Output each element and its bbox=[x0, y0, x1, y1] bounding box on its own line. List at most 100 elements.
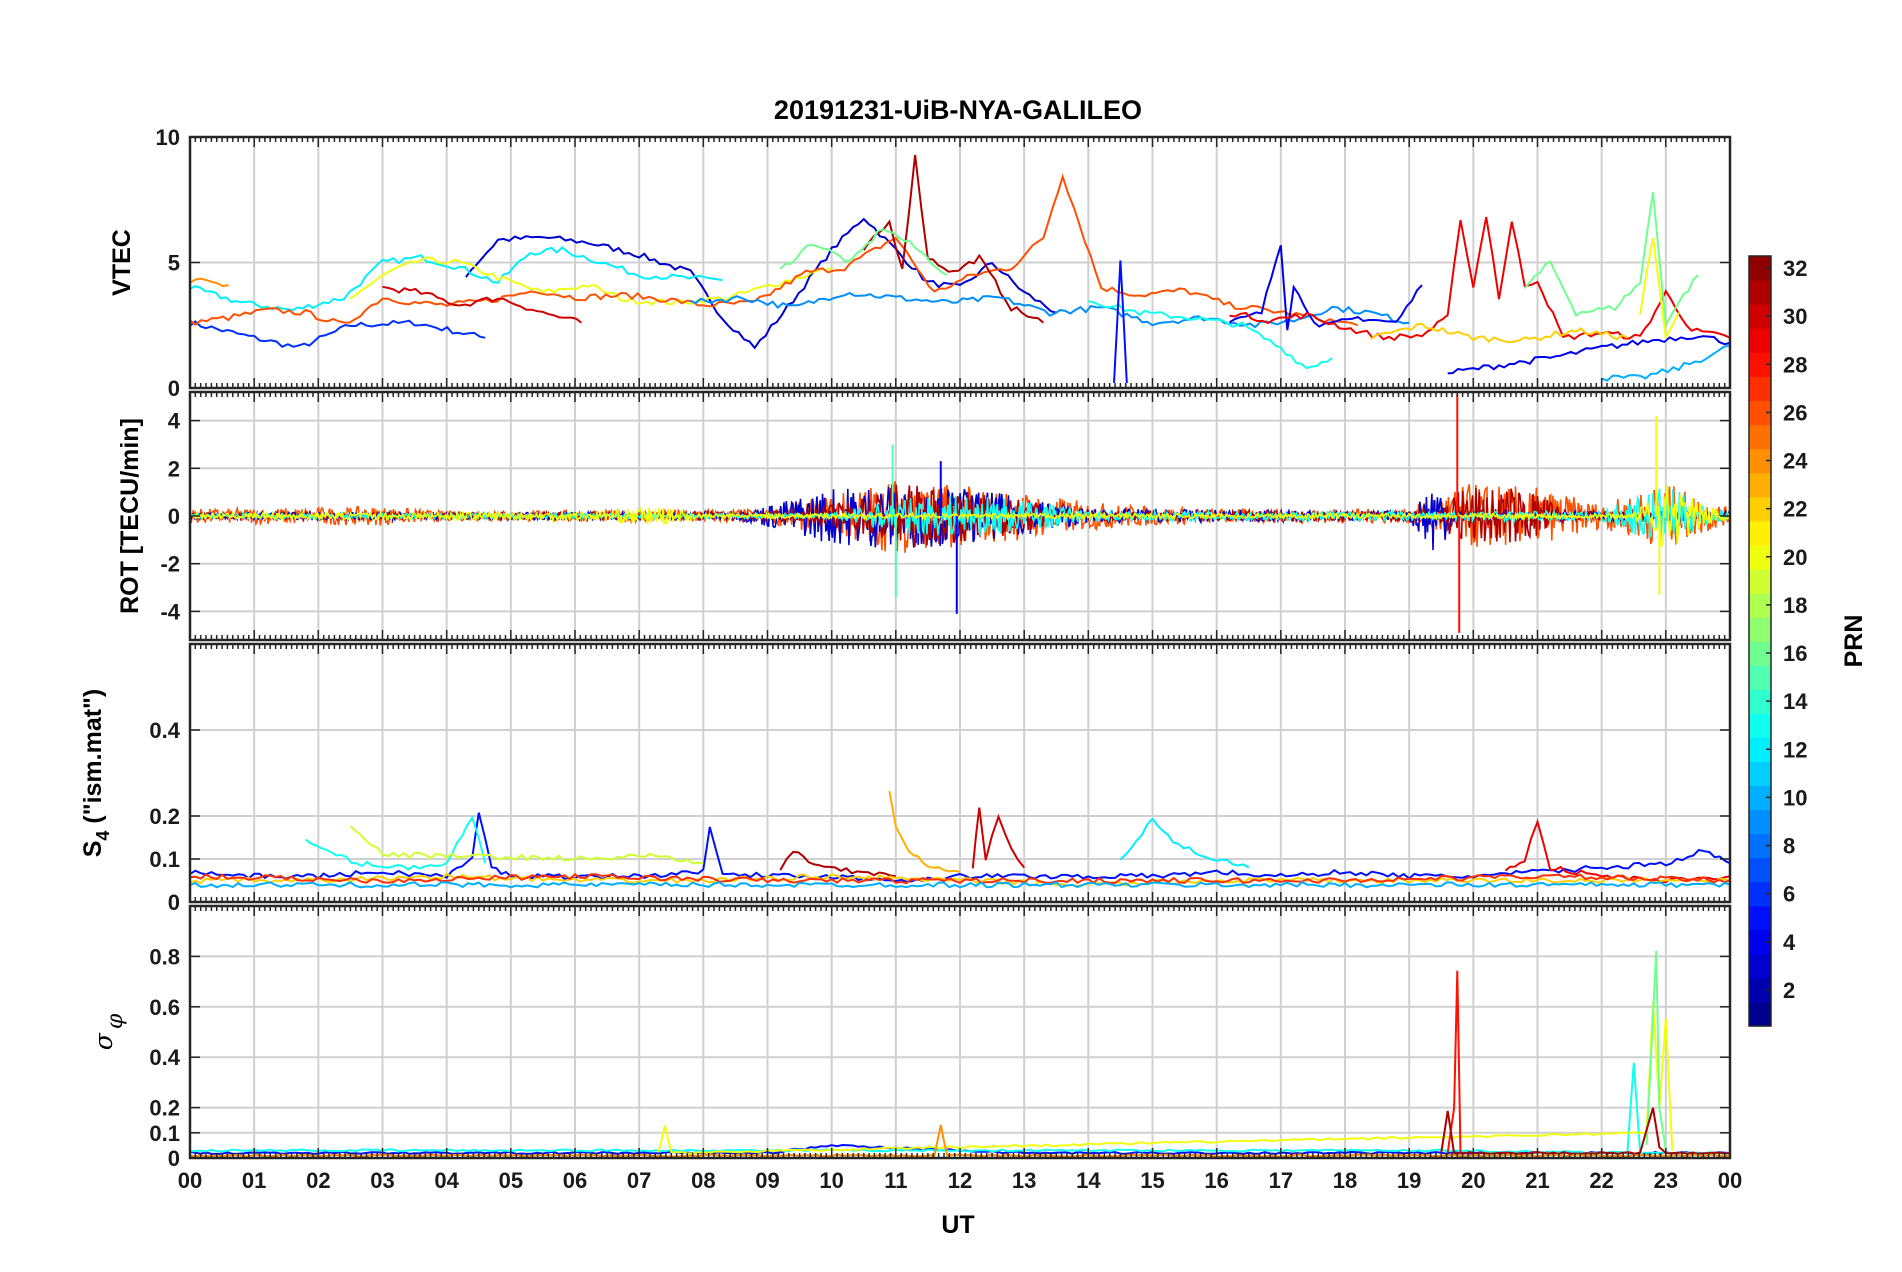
x-tick-label: 22 bbox=[1589, 1168, 1613, 1193]
colorbar-swatch bbox=[1749, 424, 1771, 450]
colorbar-swatch bbox=[1749, 881, 1771, 907]
panel-vtec: 0 5 10 VTEC bbox=[108, 125, 1732, 401]
colorbar-swatch bbox=[1749, 400, 1771, 426]
colorbar-swatch bbox=[1749, 761, 1771, 786]
series-line-prn-16 bbox=[779, 228, 948, 276]
series-line-prn-16 bbox=[1523, 192, 1699, 329]
chart-title: 20191231-UiB-NYA-GALILEO bbox=[774, 95, 1142, 125]
colorbar-swatch bbox=[1749, 472, 1771, 498]
x-tick-label: 15 bbox=[1140, 1168, 1164, 1193]
y-tick-label: 0 bbox=[168, 1146, 180, 1171]
series-line-prn-19 bbox=[349, 825, 704, 865]
colorbar-swatch bbox=[1749, 833, 1771, 859]
panel-rot: -4 -2 0 2 4 ROT [TECU/min] bbox=[116, 390, 1732, 642]
colorbar-tick-label: 20 bbox=[1783, 545, 1807, 570]
x-tick-label: 23 bbox=[1654, 1168, 1678, 1193]
colorbar-tick-label: 16 bbox=[1783, 641, 1807, 666]
series-line-prn-23 bbox=[888, 790, 961, 873]
colorbar-swatch bbox=[1749, 352, 1771, 377]
series-line-prn-27 bbox=[190, 873, 1730, 885]
y-tick-label: 0 bbox=[168, 890, 180, 915]
y-tick-label: 0.8 bbox=[149, 944, 180, 969]
series-line-prn-30 bbox=[971, 807, 1025, 869]
colorbar-swatch bbox=[1749, 256, 1771, 281]
series-line-prn-22 bbox=[1370, 322, 1628, 344]
series-line-prn-31 bbox=[1440, 1107, 1730, 1156]
x-tick-label: 13 bbox=[1012, 1168, 1036, 1193]
x-axis-label: UT bbox=[941, 1211, 974, 1239]
colorbar-swatch bbox=[1749, 520, 1771, 546]
series-line-prn-13 bbox=[304, 815, 487, 871]
y-axis-label: S4 ("ism.mat") bbox=[79, 689, 113, 858]
series-line-prn-20 bbox=[349, 256, 833, 306]
series-line-prn-13 bbox=[1088, 300, 1333, 370]
series-line-prn-12 bbox=[1119, 817, 1250, 869]
x-tick-label: 05 bbox=[499, 1168, 523, 1193]
colorbar-swatch bbox=[1749, 713, 1771, 738]
series-line-prn-31 bbox=[779, 850, 896, 878]
x-tick-label: 00 bbox=[1718, 1168, 1742, 1193]
y-tick-label: 0.1 bbox=[149, 847, 180, 872]
colorbar-tick-label: 24 bbox=[1783, 449, 1808, 474]
series-line-prn-10 bbox=[1601, 344, 1730, 382]
x-tick-label: 02 bbox=[306, 1168, 330, 1193]
colorbar-swatch bbox=[1749, 665, 1771, 690]
series-line-prn-6 bbox=[190, 319, 486, 348]
colorbar-swatch bbox=[1749, 376, 1771, 401]
colorbar-swatch bbox=[1749, 929, 1771, 955]
series-line-prn-10 bbox=[190, 881, 1730, 889]
x-tick-label: 14 bbox=[1076, 1168, 1101, 1193]
colorbar-tick-label: 8 bbox=[1783, 834, 1795, 859]
y-axis-label: VTEC bbox=[108, 229, 136, 296]
x-ticks bbox=[189, 906, 1731, 1158]
y-tick-label: 0 bbox=[168, 376, 180, 401]
series-line-prn-20 bbox=[657, 1002, 1674, 1155]
series-line-prn-29 bbox=[1229, 216, 1730, 342]
colorbar-tick-label: 26 bbox=[1783, 400, 1807, 425]
series-line-prn-3 bbox=[465, 217, 1057, 350]
x-ticks bbox=[189, 644, 1731, 902]
x-tick-label: 21 bbox=[1525, 1168, 1549, 1193]
x-ticks bbox=[189, 392, 1731, 640]
colorbar-swatch bbox=[1749, 905, 1771, 931]
x-tick-label: 10 bbox=[819, 1168, 843, 1193]
colorbar-swatch bbox=[1749, 568, 1771, 594]
panel-sigma_phi: 00.10.2 0.4 0.6 0.8 σφ 00 01 02 03 04 05 06 07 08 09 10… bbox=[89, 904, 1742, 1193]
series-line-prn-20 bbox=[190, 484, 1730, 547]
colorbar-tick-label: 10 bbox=[1783, 785, 1807, 810]
y-tick-label: 2 bbox=[168, 456, 180, 481]
colorbar-swatch bbox=[1749, 857, 1771, 883]
colorbar-tick-label: 14 bbox=[1783, 689, 1808, 714]
colorbar-swatch bbox=[1749, 641, 1771, 666]
series-line-prn-31 bbox=[862, 154, 1045, 324]
x-tick-label: 01 bbox=[242, 1168, 266, 1193]
x-tick-label: 20 bbox=[1461, 1168, 1485, 1193]
colorbar-swatch bbox=[1749, 304, 1771, 329]
y-tick-label: 10 bbox=[156, 125, 180, 150]
colorbar-swatch bbox=[1749, 280, 1771, 305]
y-tick-label: 0.2 bbox=[149, 1096, 180, 1121]
x-tick-label: 03 bbox=[370, 1168, 394, 1193]
colorbar-tick-label: 6 bbox=[1783, 882, 1795, 907]
x-tick-label: 08 bbox=[691, 1168, 715, 1193]
colorbar-swatch bbox=[1749, 785, 1771, 811]
colorbar-swatch bbox=[1749, 544, 1771, 570]
colorbar-tick-label: 22 bbox=[1783, 497, 1807, 522]
colorbar-swatch bbox=[1749, 448, 1771, 474]
colorbar-swatch bbox=[1749, 809, 1771, 835]
colorbar-swatch bbox=[1749, 977, 1771, 1003]
series-line-prn-9 bbox=[690, 291, 1410, 329]
x-tick-label: 19 bbox=[1397, 1168, 1421, 1193]
y-tick-label: 0.2 bbox=[149, 804, 180, 829]
x-tick-label: 16 bbox=[1204, 1168, 1228, 1193]
y-tick-label: 0.4 bbox=[149, 1045, 180, 1070]
series-line-prn-24 bbox=[190, 277, 229, 288]
x-tick-label: 11 bbox=[884, 1168, 907, 1193]
colorbar-swatch bbox=[1749, 496, 1771, 522]
colorbar-swatch bbox=[1749, 953, 1771, 979]
series-line-prn-13 bbox=[190, 1062, 1730, 1156]
colorbar-swatch bbox=[1749, 689, 1771, 714]
series-line-prn-12 bbox=[190, 246, 723, 312]
series-line-prn-30 bbox=[382, 285, 582, 324]
